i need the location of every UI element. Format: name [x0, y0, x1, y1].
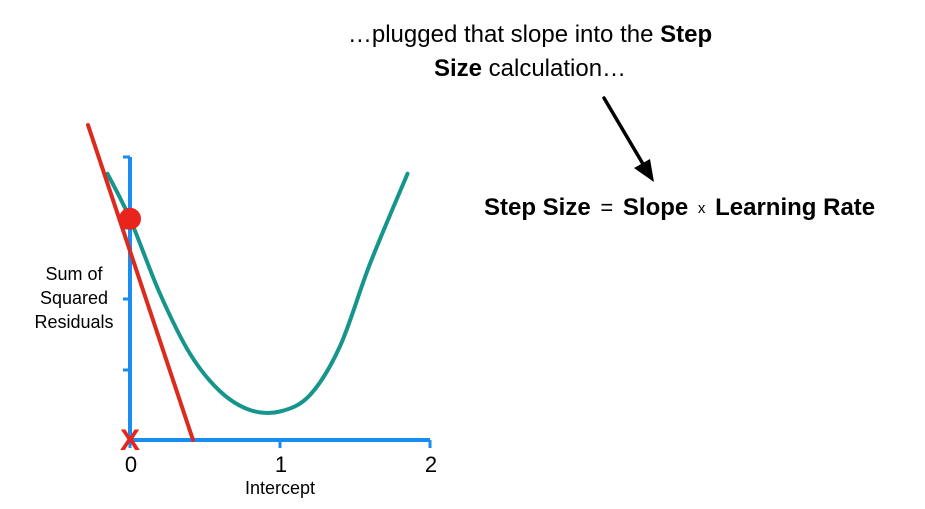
step-size-formula: Step Size = Slope x Learning Rate — [484, 194, 875, 222]
formula-equals: = — [600, 195, 614, 220]
formula-times: x — [697, 200, 706, 217]
y-axis-label: Sum of Squared Residuals — [18, 262, 130, 334]
caption-bold-size: Size — [433, 55, 482, 82]
caption-part2: calculation… — [481, 55, 627, 82]
x-axis-label: Intercept — [244, 478, 316, 498]
formula-step-size: Step Size — [484, 194, 591, 221]
x-tick-label-2: 2 — [424, 452, 438, 477]
formula-slope: Slope — [622, 194, 689, 221]
caption-text: …plugged that slope into the Step Size c… — [320, 18, 740, 86]
x-tick-label-0: 0 — [124, 452, 138, 477]
y-axis-label-line2: Squared — [39, 288, 109, 308]
marker-layer: X — [119, 207, 141, 457]
y-axis-label-line3: Residuals — [34, 312, 114, 332]
caption-bold-step: Step — [660, 21, 713, 48]
caption-part1: …plugged that slope into the — [347, 21, 661, 48]
current-point-dot — [119, 207, 141, 230]
formula-learning-rate: Learning Rate — [715, 194, 876, 221]
series-layer — [86, 123, 410, 442]
y-axis-label-line1: Sum of — [45, 264, 103, 284]
tangent-line — [86, 123, 195, 442]
x-tick-label-1: 1 — [274, 452, 288, 477]
ssr-curve — [105, 171, 410, 416]
axes — [123, 155, 432, 448]
pointer-arrow — [602, 96, 654, 182]
start-x-marker: X — [120, 424, 140, 457]
